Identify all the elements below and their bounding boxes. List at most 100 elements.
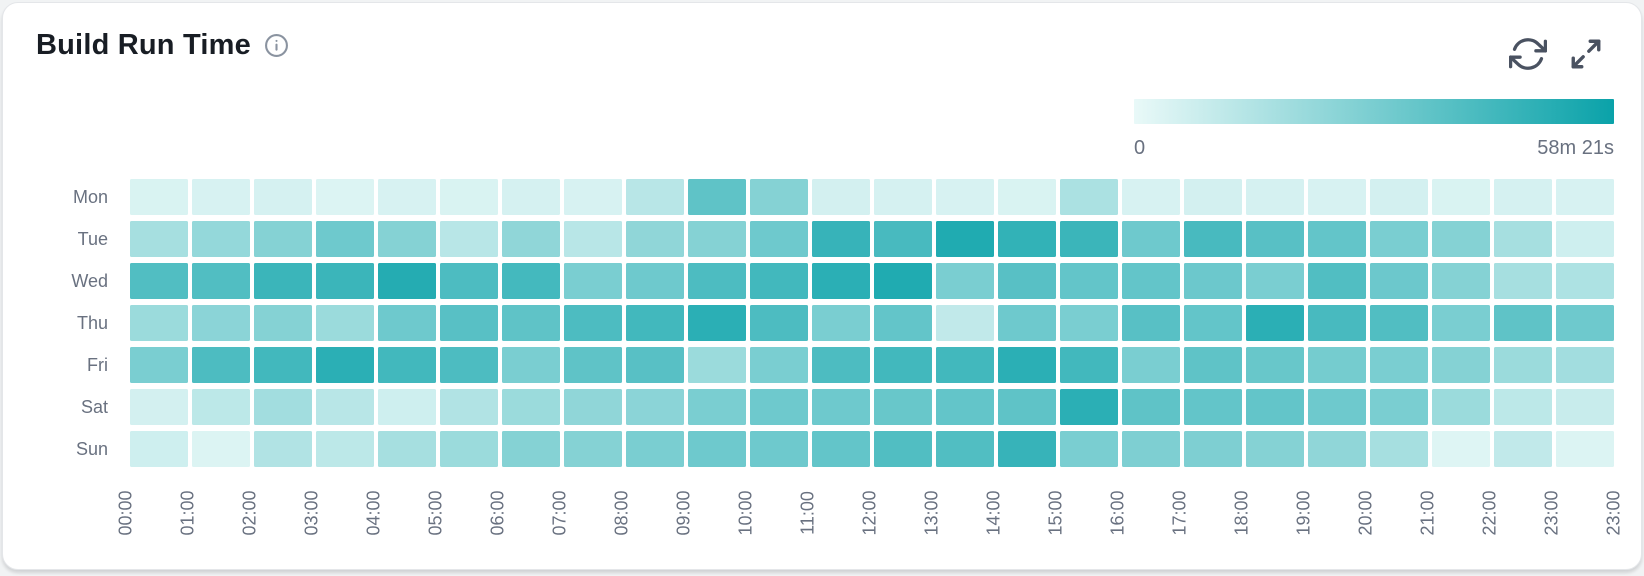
heatmap-cell[interactable] [1246, 263, 1304, 299]
heatmap-cell[interactable] [254, 305, 312, 341]
heatmap-cell[interactable] [1246, 221, 1304, 257]
heatmap-cell[interactable] [1494, 347, 1552, 383]
heatmap-cell[interactable] [998, 305, 1056, 341]
heatmap-cell[interactable] [564, 305, 622, 341]
heatmap-cell[interactable] [130, 347, 188, 383]
heatmap-cell[interactable] [1308, 305, 1366, 341]
refresh-button[interactable] [1509, 35, 1547, 73]
heatmap-cell[interactable] [254, 221, 312, 257]
heatmap-cell[interactable] [378, 179, 436, 215]
heatmap-cell[interactable] [564, 179, 622, 215]
heatmap-cell[interactable] [502, 221, 560, 257]
heatmap-cell[interactable] [1308, 179, 1366, 215]
heatmap-cell[interactable] [130, 221, 188, 257]
heatmap-cell[interactable] [688, 431, 746, 467]
heatmap-cell[interactable] [874, 221, 932, 257]
heatmap-cell[interactable] [1122, 431, 1180, 467]
heatmap-cell[interactable] [688, 221, 746, 257]
heatmap-cell[interactable] [688, 389, 746, 425]
heatmap-cell[interactable] [1432, 179, 1490, 215]
heatmap-cell[interactable] [192, 389, 250, 425]
heatmap-cell[interactable] [1370, 347, 1428, 383]
heatmap-cell[interactable] [1370, 389, 1428, 425]
heatmap-cell[interactable] [626, 263, 684, 299]
heatmap-cell[interactable] [440, 347, 498, 383]
heatmap-cell[interactable] [936, 431, 994, 467]
heatmap-cell[interactable] [502, 389, 560, 425]
heatmap-cell[interactable] [688, 347, 746, 383]
heatmap-cell[interactable] [1122, 179, 1180, 215]
heatmap-cell[interactable] [1494, 179, 1552, 215]
heatmap-cell[interactable] [1184, 347, 1242, 383]
heatmap-cell[interactable] [1494, 221, 1552, 257]
heatmap-cell[interactable] [1370, 305, 1428, 341]
heatmap-cell[interactable] [316, 221, 374, 257]
heatmap-cell[interactable] [1432, 431, 1490, 467]
heatmap-cell[interactable] [440, 431, 498, 467]
heatmap-cell[interactable] [1246, 431, 1304, 467]
heatmap-cell[interactable] [1556, 389, 1614, 425]
heatmap-cell[interactable] [378, 389, 436, 425]
heatmap-cell[interactable] [1060, 263, 1118, 299]
heatmap-cell[interactable] [502, 431, 560, 467]
heatmap-cell[interactable] [378, 431, 436, 467]
heatmap-cell[interactable] [192, 221, 250, 257]
heatmap-cell[interactable] [936, 263, 994, 299]
heatmap-cell[interactable] [254, 263, 312, 299]
heatmap-cell[interactable] [750, 221, 808, 257]
heatmap-cell[interactable] [1494, 389, 1552, 425]
heatmap-cell[interactable] [1060, 179, 1118, 215]
heatmap-cell[interactable] [1308, 263, 1366, 299]
heatmap-cell[interactable] [812, 347, 870, 383]
heatmap-cell[interactable] [1184, 263, 1242, 299]
heatmap-cell[interactable] [688, 179, 746, 215]
heatmap-cell[interactable] [812, 305, 870, 341]
heatmap-cell[interactable] [440, 389, 498, 425]
heatmap-cell[interactable] [750, 179, 808, 215]
expand-button[interactable] [1569, 37, 1603, 71]
heatmap-cell[interactable] [316, 179, 374, 215]
heatmap-cell[interactable] [812, 431, 870, 467]
heatmap-cell[interactable] [1246, 305, 1304, 341]
heatmap-cell[interactable] [130, 263, 188, 299]
heatmap-cell[interactable] [1184, 221, 1242, 257]
heatmap-cell[interactable] [998, 263, 1056, 299]
heatmap-cell[interactable] [1122, 221, 1180, 257]
heatmap-cell[interactable] [130, 431, 188, 467]
heatmap-cell[interactable] [316, 305, 374, 341]
heatmap-cell[interactable] [750, 263, 808, 299]
heatmap-cell[interactable] [440, 263, 498, 299]
heatmap-cell[interactable] [874, 305, 932, 341]
heatmap-cell[interactable] [936, 305, 994, 341]
heatmap-cell[interactable] [1494, 263, 1552, 299]
heatmap-cell[interactable] [1556, 179, 1614, 215]
heatmap-cell[interactable] [1246, 389, 1304, 425]
heatmap-cell[interactable] [812, 389, 870, 425]
heatmap-cell[interactable] [688, 263, 746, 299]
heatmap-cell[interactable] [1556, 305, 1614, 341]
heatmap-cell[interactable] [936, 179, 994, 215]
heatmap-cell[interactable] [1122, 263, 1180, 299]
heatmap-cell[interactable] [812, 179, 870, 215]
heatmap-cell[interactable] [874, 347, 932, 383]
heatmap-cell[interactable] [1122, 389, 1180, 425]
heatmap-cell[interactable] [1370, 221, 1428, 257]
heatmap-cell[interactable] [1308, 221, 1366, 257]
heatmap-cell[interactable] [378, 305, 436, 341]
heatmap-cell[interactable] [936, 389, 994, 425]
heatmap-cell[interactable] [1246, 347, 1304, 383]
heatmap-cell[interactable] [1246, 179, 1304, 215]
heatmap-cell[interactable] [750, 431, 808, 467]
heatmap-cell[interactable] [688, 305, 746, 341]
heatmap-cell[interactable] [1556, 347, 1614, 383]
heatmap-cell[interactable] [812, 263, 870, 299]
heatmap-cell[interactable] [564, 347, 622, 383]
heatmap-cell[interactable] [316, 347, 374, 383]
heatmap-cell[interactable] [1556, 263, 1614, 299]
heatmap-cell[interactable] [936, 347, 994, 383]
heatmap-cell[interactable] [998, 221, 1056, 257]
heatmap-cell[interactable] [936, 221, 994, 257]
heatmap-cell[interactable] [750, 305, 808, 341]
heatmap-cell[interactable] [316, 389, 374, 425]
heatmap-cell[interactable] [316, 263, 374, 299]
